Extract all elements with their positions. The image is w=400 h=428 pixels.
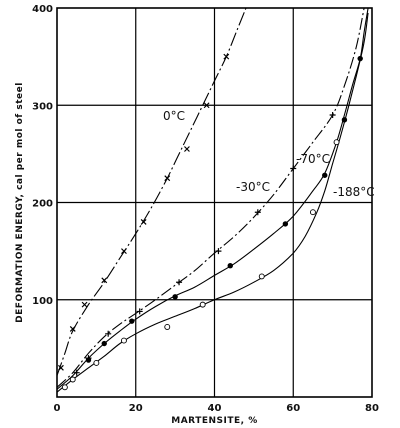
plot-frame [56, 7, 373, 398]
data-markers [58, 53, 363, 391]
series-line [56, 7, 369, 390]
data-point [357, 55, 363, 62]
data-point [101, 340, 107, 347]
data-point [282, 221, 289, 227]
data-point [93, 360, 100, 366]
data-point [258, 273, 265, 280]
data-point [164, 324, 171, 330]
data-point [223, 53, 230, 60]
series-curves [56, 7, 369, 393]
data-point [120, 337, 127, 344]
y-tick-label: 200 [32, 199, 53, 210]
data-point [254, 209, 261, 216]
y-axis-label: DEFORMATION ENERGY, cal per mol of steel [15, 82, 25, 323]
data-point [101, 277, 108, 284]
series-line [56, 7, 365, 388]
data-point [333, 139, 340, 146]
data-point [199, 301, 206, 308]
x-tick-labels: 0 20 40 60 80 [54, 403, 379, 414]
data-point [73, 369, 80, 376]
data-point [61, 384, 68, 391]
data-point [309, 209, 316, 216]
data-point [129, 318, 135, 324]
grid [57, 8, 372, 397]
x-tick-label: 60 [286, 403, 300, 414]
series-label: -188°C [333, 185, 375, 199]
y-tick-label: 100 [32, 296, 53, 307]
y-tick-label: 400 [32, 4, 53, 15]
x-tick-label: 20 [129, 403, 143, 414]
data-point [85, 357, 92, 363]
x-axis-label: MARTENSITE, % [171, 416, 257, 426]
data-point [203, 102, 210, 109]
series-labels: 0°C -30°C -70°C -188°C [163, 109, 375, 199]
data-point [215, 248, 222, 255]
data-point [172, 294, 178, 300]
series-line [56, 12, 369, 393]
data-point [184, 146, 190, 152]
x-tick-label: 40 [208, 403, 222, 414]
x-tick-label: 0 [54, 403, 61, 414]
data-point [290, 165, 297, 172]
series-label: -30°C [236, 180, 270, 194]
data-point [69, 376, 76, 383]
data-point [341, 117, 348, 123]
series-label: -70°C [296, 152, 330, 166]
data-point [227, 263, 233, 269]
data-point [322, 172, 328, 178]
x-tick-label: 80 [365, 403, 379, 414]
data-point [176, 279, 183, 286]
data-point [136, 308, 143, 315]
data-point [121, 248, 127, 255]
data-point [105, 330, 112, 337]
series-line [56, 7, 247, 376]
y-tick-labels: 100 200 300 400 [32, 4, 53, 307]
y-tick-label: 300 [32, 101, 53, 112]
series-label: 0°C [163, 109, 185, 123]
data-point [58, 364, 64, 371]
data-point [81, 301, 88, 308]
data-point [164, 175, 171, 182]
data-point [140, 219, 147, 225]
data-point [329, 111, 336, 118]
data-point [69, 326, 76, 332]
